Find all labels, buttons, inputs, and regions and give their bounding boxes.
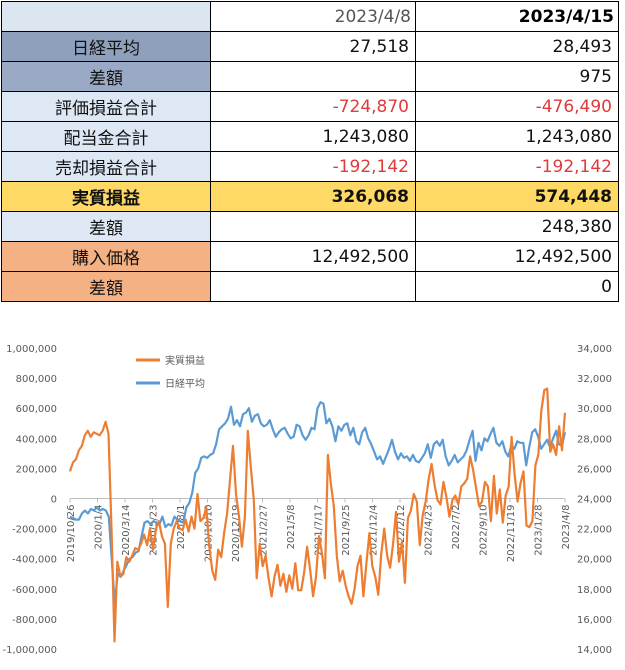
series-line-jisshitsu-soneki <box>68 387 567 643</box>
right-axis-tick-label: 16,000 <box>577 615 612 626</box>
left-axis-tick-label: -1,000,000 <box>2 645 57 656</box>
right-axis-tick-label: 34,000 <box>577 344 612 355</box>
left-axis-tick-label: 1,000,000 <box>6 344 57 355</box>
x-axis-tick-label: 2020/5/23 <box>149 505 160 556</box>
x-axis-tick-label: 2022/11/19 <box>506 505 517 563</box>
summary-table-body: 2023/4/8 2023/4/15 日経平均 27,518 28,493 差額 975… <box>1 1 619 302</box>
table-row: 差額 975 <box>1 61 619 92</box>
right-axis-tick-label: 24,000 <box>577 495 612 506</box>
row-value-1 <box>210 61 416 92</box>
x-axis-tick-label: 2022/7/2 <box>451 505 462 550</box>
row-value-2: 1,243,080 <box>415 121 619 152</box>
row-value-1: 12,492,500 <box>210 241 416 272</box>
left-axis-tick-label: -400,000 <box>12 555 57 566</box>
right-axis-tick-label: 14,000 <box>577 645 612 656</box>
x-axis-tick-label: 2022/4/23 <box>424 505 435 556</box>
left-axis-tick-label: -800,000 <box>12 615 57 626</box>
right-axis-tick-label: 28,000 <box>577 434 612 445</box>
left-axis-tick-label: 800,000 <box>16 374 57 385</box>
left-axis-tick-label: -200,000 <box>12 525 57 536</box>
left-axis-tick-label: 200,000 <box>16 464 57 475</box>
row-value-1: 326,068 <box>210 181 416 212</box>
row-label: 日経平均 <box>1 31 211 62</box>
left-axis-tick-label: 0 <box>51 495 57 506</box>
row-value-2: 248,380 <box>415 211 619 242</box>
row-label: 差額 <box>1 61 211 92</box>
table-row: 実質損益 326,068 574,448 <box>1 181 619 212</box>
row-value-2: 574,448 <box>415 181 619 212</box>
row-label: 実質損益 <box>1 181 211 212</box>
x-axis-tick-label: 2021/9/25 <box>341 505 352 556</box>
x-axis-tick-label: 2023/4/8 <box>561 505 572 550</box>
row-value-1: 1,243,080 <box>210 121 416 152</box>
legend-label: 実質損益 <box>165 354 205 367</box>
row-label: 差額 <box>1 271 211 302</box>
header-date-1: 2023/4/8 <box>210 1 416 32</box>
table-header-row: 2023/4/8 2023/4/15 <box>1 1 619 32</box>
x-axis-tick-label: 2021/5/8 <box>286 505 297 550</box>
left-axis-tick-label: -600,000 <box>12 585 57 596</box>
row-value-1: 27,518 <box>210 31 416 62</box>
x-axis-tick-label: 2020/3/14 <box>121 505 132 556</box>
series-layer <box>68 387 567 643</box>
combo-line-chart: 1,000,000 800,000 600,000 400,000 200,000 0 -2… <box>2 344 612 656</box>
table-row: 差額 248,380 <box>1 211 619 242</box>
x-axis-tick-label: 2021/7/17 <box>314 505 325 556</box>
row-label: 配当金合計 <box>1 121 211 152</box>
right-axis-tick-label: 26,000 <box>577 464 612 475</box>
table-row: 購入価格 12,492,500 12,492,500 <box>1 241 619 272</box>
row-value-2: 12,492,500 <box>415 241 619 272</box>
row-value-1: -192,142 <box>210 151 416 182</box>
x-axis-tick-label: 2020/1/4 <box>94 505 105 550</box>
right-axis-tick-label: 20,000 <box>577 555 612 566</box>
row-label: 評価損益合計 <box>1 91 211 122</box>
table-row: 評価損益合計 -724,870 -476,490 <box>1 91 619 122</box>
row-value-2: 28,493 <box>415 31 619 62</box>
legend-label: 日経平均 <box>165 377 205 390</box>
table-row: 差額 0 <box>1 271 619 302</box>
table-row: 配当金合計 1,243,080 1,243,080 <box>1 121 619 152</box>
row-label: 購入価格 <box>1 241 211 272</box>
header-date-2: 2023/4/15 <box>415 1 619 32</box>
right-axis-tick-label: 22,000 <box>577 525 612 536</box>
right-y-axis: 34,000 32,000 30,000 28,000 26,000 24,000 22,0… <box>577 344 612 656</box>
left-axis-tick-label: 600,000 <box>16 404 57 415</box>
x-axis-tick-label: 2021/12/4 <box>369 505 380 556</box>
x-axis-tick-label: 2020/12/19 <box>231 505 242 563</box>
row-label: 売却損益合計 <box>1 151 211 182</box>
right-axis-tick-label: 32,000 <box>577 374 612 385</box>
table-row: 売却損益合計 -192,142 -192,142 <box>1 151 619 182</box>
row-value-2: -476,490 <box>415 91 619 122</box>
header-blank-cell <box>1 1 211 32</box>
row-value-1: -724,870 <box>210 91 416 122</box>
row-value-2: 975 <box>415 61 619 92</box>
x-axis-tick-label: 2022/2/12 <box>396 505 407 556</box>
row-label: 差額 <box>1 211 211 242</box>
x-axis-tick-label: 2022/9/10 <box>479 505 490 556</box>
x-axis-tick-label: 2020/8/1 <box>176 505 187 550</box>
summary-table: 2023/4/8 2023/4/15 日経平均 27,518 28,493 差額 975… <box>1 1 619 302</box>
left-axis-tick-label: 400,000 <box>16 434 57 445</box>
left-y-axis: 1,000,000 800,000 600,000 400,000 200,000 0 -2… <box>2 344 57 656</box>
row-value-2: 0 <box>415 271 619 302</box>
x-axis-tick-label: 2021/2/27 <box>259 505 270 556</box>
series-line-nikkei-heikin <box>69 401 567 605</box>
row-value-1 <box>210 211 416 242</box>
right-axis-tick-label: 18,000 <box>577 585 612 596</box>
table-row: 日経平均 27,518 28,493 <box>1 31 619 62</box>
right-axis-tick-label: 30,000 <box>577 404 612 415</box>
row-value-2: -192,142 <box>415 151 619 182</box>
x-axis-tick-label: 2019/10/26 <box>66 505 77 563</box>
x-axis-tick-label: 2023/1/28 <box>534 505 545 556</box>
row-value-1 <box>210 271 416 302</box>
